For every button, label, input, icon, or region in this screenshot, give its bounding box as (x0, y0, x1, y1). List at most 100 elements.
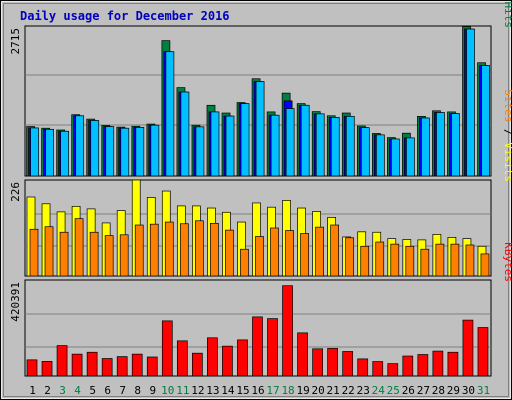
x-tick-label: 8 (134, 384, 141, 397)
bar-kbytes (192, 352, 203, 377)
bar-kbytes (462, 319, 474, 377)
bar-sites (450, 243, 460, 277)
bar-sites (315, 226, 324, 277)
x-tick-label: 18 (281, 384, 294, 397)
x-tick-label: 10 (161, 384, 174, 397)
chart-bevel-dark (3, 3, 509, 397)
bar-pages (391, 138, 400, 177)
bar-pages (481, 65, 490, 177)
bar-pages (300, 104, 310, 177)
bar-pages (105, 126, 115, 177)
x-tick-label: 6 (104, 384, 111, 397)
bar-sites (480, 253, 490, 277)
chart-panels: 2715 Pages / Files / Hits 226 Sites / Visit… (9, 0, 512, 377)
bar-sites (44, 226, 54, 277)
x-tick-label: 15 (236, 384, 249, 397)
x-tick-label: 20 (312, 384, 325, 397)
bar-sites (210, 222, 219, 277)
bar-sites (270, 227, 279, 277)
bar-sites (119, 234, 129, 277)
panel-visits_sites-ymax-label: 226 (9, 182, 22, 202)
bar-pages (90, 120, 100, 177)
x-tick-label: 21 (327, 384, 340, 397)
bar-kbytes (41, 361, 53, 377)
x-tick-label: 9 (149, 384, 156, 397)
bar-sites (89, 231, 99, 277)
x-tick-label: 5 (89, 384, 96, 397)
panel-pages_files_hits-legend: Pages / Files / Hits (502, 0, 512, 28)
bar-kbytes (237, 339, 248, 377)
bar-sites (164, 221, 174, 277)
panel-kbytes-legend: KBytes (502, 242, 512, 282)
bar-sites (375, 241, 385, 277)
bar-kbytes (432, 350, 444, 377)
bar-pages (270, 114, 280, 177)
bar-pages (406, 137, 415, 177)
bar-sites (405, 245, 415, 277)
panel-pages_files_hits-ymax-label: 2715 (9, 28, 22, 55)
bar-kbytes (146, 356, 158, 377)
x-tick-label: 26 (402, 384, 415, 397)
bar-pages (421, 117, 430, 177)
x-tick-label: 19 (296, 384, 309, 397)
bar-sites (59, 231, 69, 277)
x-tick-label: 24 (372, 384, 386, 397)
x-tick-label: 3 (59, 384, 66, 397)
panel-visits_sites: 226 Sites / Visits (9, 89, 512, 277)
bar-pages (240, 103, 250, 177)
bar-kbytes (402, 355, 414, 377)
bar-kbytes (342, 351, 354, 377)
chart-title: Daily usage for December 2016 (20, 9, 230, 23)
bar-pages (45, 128, 54, 177)
x-tick-label: 23 (357, 384, 370, 397)
bar-pages (150, 124, 160, 177)
bar-pages (330, 117, 340, 177)
legend-entry: Sites (502, 89, 512, 122)
bar-pages (120, 127, 130, 177)
x-tick-label: 16 (251, 384, 264, 397)
bar-pages (225, 115, 235, 177)
bar-kbytes (357, 358, 369, 377)
panel-visits_sites-legend: Sites / Visits (502, 89, 512, 182)
bar-sites (29, 228, 39, 277)
bar-sites (74, 218, 84, 277)
bar-kbytes (447, 351, 459, 377)
x-tick-label: 11 (176, 384, 189, 397)
bar-pages (75, 115, 85, 177)
bar-sites (330, 224, 339, 277)
bar-pages (165, 51, 175, 177)
bar-kbytes (372, 361, 384, 377)
x-tick-label: 7 (119, 384, 126, 397)
bar-sites (179, 223, 189, 277)
bar-sites (345, 237, 355, 277)
bar-kbytes (71, 353, 83, 377)
x-tick-label: 27 (417, 384, 430, 397)
bar-pages (255, 81, 265, 177)
x-tick-label: 13 (206, 384, 219, 397)
bar-kbytes (267, 318, 278, 377)
bar-kbytes (327, 348, 338, 377)
bar-sites (225, 229, 234, 277)
bar-sites (360, 245, 370, 277)
legend-entry: / (502, 122, 512, 142)
legend-entry: KBytes (502, 242, 512, 282)
bar-kbytes (417, 354, 429, 377)
bar-sites (134, 224, 144, 277)
bar-sites (285, 230, 294, 277)
x-tick-label: 2 (44, 384, 51, 397)
bar-kbytes (26, 359, 38, 377)
bar-kbytes (297, 332, 308, 377)
bar-sites (390, 243, 400, 277)
legend-entry: Hits (502, 2, 512, 29)
bar-pages (180, 91, 190, 177)
bar-sites (300, 233, 309, 277)
bar-kbytes (207, 337, 218, 377)
x-tick-label: 12 (191, 384, 204, 397)
bar-sites (435, 243, 445, 277)
x-tick-label: 31 (477, 384, 490, 397)
bar-kbytes (176, 340, 188, 377)
bar-kbytes (86, 351, 98, 377)
bar-pages (195, 126, 205, 177)
bar-pages (315, 113, 325, 177)
